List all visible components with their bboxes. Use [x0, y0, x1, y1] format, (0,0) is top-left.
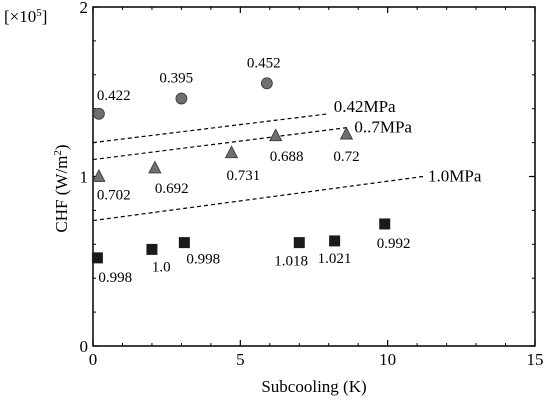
y-tick-label: 0: [80, 337, 89, 356]
circle-point: [92, 107, 105, 120]
x-tick-label: 5: [236, 350, 245, 369]
square-point: [293, 237, 305, 249]
point-label: 0.688: [270, 149, 304, 165]
y-multiplier: [×105]: [4, 7, 47, 26]
y-tick-label: 2: [80, 0, 89, 17]
point-label: 0.998: [186, 252, 220, 268]
point-label: 0.731: [226, 168, 260, 184]
x-axis-title: Subcooling (K): [261, 377, 366, 396]
fit-line: [92, 126, 350, 161]
x-tick-label: 15: [527, 350, 544, 369]
point-label: 1.0: [152, 259, 171, 275]
point-label: 0.72: [333, 149, 359, 165]
triangle-point: [148, 160, 162, 174]
x-tick-label: 10: [379, 350, 396, 369]
data-marks: [91, 77, 424, 264]
point-label: 0.992: [377, 236, 411, 252]
x-tick-label: 0: [89, 350, 98, 369]
point-label: 1.021: [318, 251, 352, 267]
point-label: 0.452: [247, 55, 281, 71]
y-tick-label: 1: [80, 168, 89, 187]
plot-area: [92, 6, 536, 347]
chart-texts: 0 5 10 15 0 1 2 Subcooling (K) CHF (W/m2) [×105] 0…: [4, 0, 544, 396]
circle-point: [260, 77, 273, 90]
point-label: 0.692: [155, 181, 189, 197]
fit-line-label: 0..7MPa: [354, 117, 412, 136]
square-point: [178, 237, 190, 249]
point-label: 0.422: [97, 88, 131, 104]
triangle-point: [339, 126, 354, 140]
triangle-point: [224, 145, 239, 159]
point-label: 0.702: [97, 188, 131, 204]
fit-line-label: 1.0MPa: [428, 167, 482, 186]
square-point: [379, 218, 391, 230]
y-axis-title: CHF (W/m2): [52, 144, 71, 232]
fit-line-label: 0.42MPa: [334, 97, 396, 116]
triangle-point: [92, 169, 106, 182]
triangle-point: [269, 128, 283, 142]
circle-point: [175, 92, 188, 105]
square-point: [329, 235, 341, 247]
fit-line: [92, 113, 329, 144]
point-label: 0.998: [98, 270, 132, 286]
point-label: 1.018: [274, 254, 308, 270]
square-point: [146, 243, 158, 255]
point-label: 0.395: [159, 71, 193, 87]
square-point: [91, 252, 103, 264]
